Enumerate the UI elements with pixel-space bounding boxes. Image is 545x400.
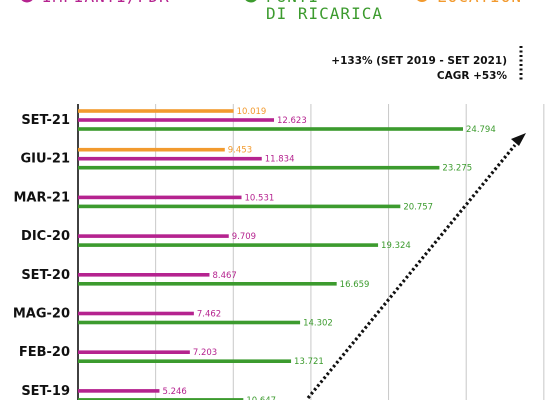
data-label-punti: 16.659 [340,280,370,290]
category-label: GIU-21 [20,152,70,167]
data-label-impianti: 8.467 [212,271,236,281]
data-label-punti: 14.302 [303,319,333,329]
legend-label-punti: PUNTI [266,0,319,6]
data-label-impianti: 12.623 [277,116,307,126]
bar-punti [78,243,379,247]
trend-arrow-line [306,143,517,400]
bar-impianti [78,389,160,393]
bar-location [78,147,225,152]
bar-punti [78,398,244,400]
bar-punti [78,320,301,325]
bar-punti [78,359,292,363]
data-label-impianti: 9.709 [232,232,256,242]
data-label-location: 10.019 [237,107,267,117]
trend-arrow-head [511,133,526,146]
grid-lines [77,104,545,400]
bar-impianti [78,156,262,161]
growth-annotation-line1: +133% (SET 2019 - SET 2021) [331,55,507,67]
legend-marker-impianti [21,0,33,3]
legend-marker-location [417,0,427,2]
legend-marker-punti [245,0,257,3]
data-label-punti: 23.275 [442,164,472,174]
data-label-impianti: 7.203 [193,348,217,358]
bar-impianti [78,273,210,277]
bars [78,109,463,400]
legend: IMPIANTI/PDR PUNTIDI RICARICA LOCATION [21,0,522,23]
data-label-impianti: 7.462 [197,310,221,320]
trend-arrow [306,133,526,400]
category-label: SET-21 [21,113,70,128]
data-label-punti: 19.324 [381,241,411,251]
legend-label-location: LOCATION [437,0,522,6]
bar-impianti [78,195,242,200]
data-label-punti: 20.757 [403,202,433,212]
category-label: MAR-21 [14,190,71,205]
data-label-impianti: 5.246 [162,387,186,397]
category-label: SET-20 [21,268,70,283]
bar-punti [78,204,401,209]
data-label-impianti: 11.834 [265,155,295,165]
bar-impianti [78,234,229,238]
bar-punti [78,165,440,170]
category-label: FEB-20 [19,345,70,360]
legend-label-impianti: IMPIANTI/PDR [42,0,170,6]
data-label-location: 9.453 [228,146,252,156]
category-label: DIC-20 [21,229,70,244]
data-label-punti: 24.794 [466,125,496,135]
bar-impianti [78,350,190,354]
legend-label-punti: DI RICARICA [266,4,383,23]
category-label: MAG-20 [13,307,70,322]
bar-location [78,109,234,113]
data-labels: 10.019 9.453 12.623 11.834 10.531 9.709 8.467 7… [162,107,495,400]
data-label-punti: 10.647 [246,396,276,400]
bar-punti [78,282,337,286]
data-label-punti: 13.721 [294,357,324,367]
bar-punti [78,127,463,131]
growth-annotation-line2: CAGR +53% [437,70,508,82]
bar-impianti [78,311,194,316]
data-label-impianti: 10.531 [245,193,275,203]
growth-annotation: +133% (SET 2019 - SET 2021) CAGR +53% [331,46,523,82]
category-label: SET-19 [21,384,70,399]
category-labels: SET-21 GIU-21 MAR-21 DIC-20 SET-20 MAG-20 FEB-… [13,113,70,399]
bar-impianti [78,118,275,122]
